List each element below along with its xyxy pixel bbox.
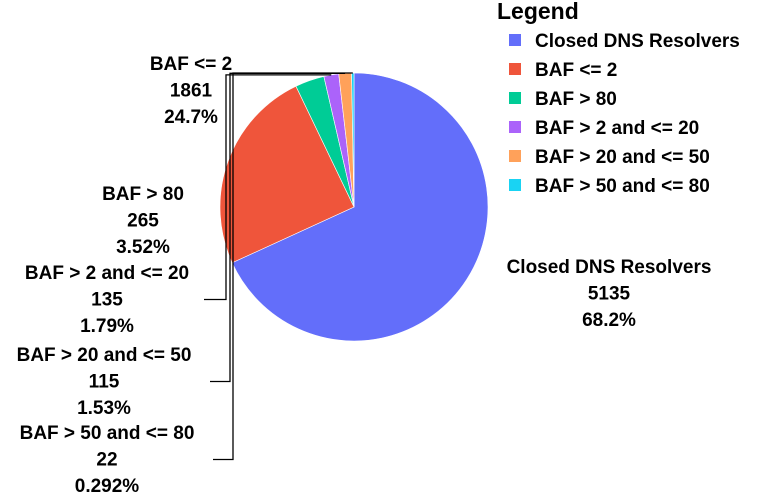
pie-slices [219,72,489,342]
legend-swatch [509,63,521,75]
legend-label: Closed DNS Resolvers [535,31,740,52]
legend-item-baf-2: BAF <= 2 [509,60,617,81]
pie-slice-baf-2 [219,85,355,264]
legend-swatch [509,34,521,46]
slice-labels: Closed DNS Resolvers 5135 68.2% BAF <= 2 186… [17,54,712,494]
legend-label: BAF <= 2 [535,60,617,81]
slice-label-baf-50-and-80: BAF > 50 and <= 80 22 0.292% [20,423,195,494]
legend: Legend Closed DNS Resolvers BAF <= 2 BAF >… [497,0,740,197]
slice-label-baf-80: BAF > 80 265 3.52% [102,184,184,258]
legend-label: BAF > 80 [535,89,617,110]
legend-item-baf-50-and-80: BAF > 50 and <= 80 [509,176,710,197]
legend-swatch [509,92,521,104]
pie-slice-closed-dns-resolvers [231,72,489,342]
legend-label: BAF > 50 and <= 80 [535,176,710,197]
slice-label-baf-20-and-50: BAF > 20 and <= 50 115 1.53% [17,345,192,419]
legend-item-baf-20-and-50: BAF > 20 and <= 50 [509,147,710,168]
legend-label: BAF > 2 and <= 20 [535,118,699,139]
slice-label-baf-2: BAF <= 2 1861 24.7% [150,54,232,128]
legend-swatch [509,150,521,162]
leader-line-baf-50-and-80 [213,72,353,461]
legend-swatch [509,121,521,133]
legend-item-baf-2-and-20: BAF > 2 and <= 20 [509,118,699,139]
leader-line-baf-2-and-20 [204,74,332,301]
legend-title: Legend [497,0,579,24]
legend-label: BAF > 20 and <= 50 [535,147,710,168]
legend-item-closed-dns-resolvers: Closed DNS Resolvers [509,31,740,52]
slice-label-baf-2-and-20: BAF > 2 and <= 20 135 1.79% [25,263,189,337]
legend-swatch [509,179,521,191]
leader-lines [204,72,353,461]
legend-item-baf-80: BAF > 80 [509,89,617,110]
slice-label-closed-dns-resolvers: Closed DNS Resolvers 5135 68.2% [507,257,712,331]
